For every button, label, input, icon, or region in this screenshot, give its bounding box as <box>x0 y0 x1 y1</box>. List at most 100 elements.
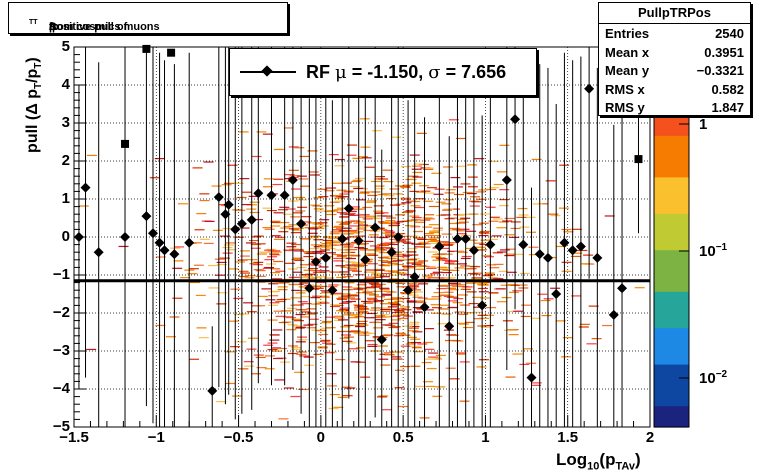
color-scale-cell <box>654 401 689 407</box>
data-point <box>167 48 176 57</box>
legend-label: RF μ = -1.150, σ = 7.656 <box>306 62 507 83</box>
y-tick-label: 5 <box>61 38 70 55</box>
stats-value: 0.582 <box>711 81 744 97</box>
y-tick-label: −5 <box>52 418 70 435</box>
y-tick-label: 4 <box>61 76 70 93</box>
data-point <box>608 309 619 320</box>
color-scale-cell <box>654 380 689 386</box>
color-scale-cell <box>654 177 689 184</box>
color-scale-cell <box>654 375 689 381</box>
data-point <box>147 228 158 239</box>
data-point <box>617 283 628 294</box>
data-point <box>403 285 414 296</box>
chart-title: Positive pull of Δ p T/p T from cosmics mu… <box>29 19 160 33</box>
x-tick-label: −1 <box>147 429 165 446</box>
color-scale-cell <box>654 333 689 340</box>
stats-row: Mean x 0.3951 <box>599 43 750 62</box>
data-point <box>253 188 264 199</box>
color-scale-cell <box>654 151 689 158</box>
data-point <box>223 199 234 210</box>
color-scale-cell <box>654 385 689 392</box>
data-points <box>73 38 644 396</box>
color-scale-cell <box>654 359 689 366</box>
data-point <box>584 83 595 94</box>
color-scale-cell <box>654 271 689 277</box>
data-point <box>551 289 562 299</box>
color-scale-cell <box>654 265 689 272</box>
color-scale-cell <box>654 297 689 303</box>
color-scale-cell <box>654 172 689 178</box>
x-tick-label: 1.5 <box>557 429 579 446</box>
data-point <box>80 182 91 193</box>
data-point <box>575 241 586 252</box>
color-scale-cell <box>654 203 689 210</box>
data-point <box>434 241 445 252</box>
color-scale-cell <box>654 224 689 230</box>
color-scale-cell <box>654 260 689 267</box>
x-tick-label: −0.5 <box>223 429 254 446</box>
color-scale-cell <box>654 193 689 199</box>
z-tick-label: 10−1 <box>699 242 728 260</box>
data-point <box>567 245 578 256</box>
data-point <box>169 249 180 260</box>
axis-ticks <box>73 46 651 428</box>
legend: RF μ = -1.150, σ = 7.656 <box>229 48 537 96</box>
stats-row: Entries 2540 <box>599 24 750 43</box>
color-scale-cell <box>654 120 689 126</box>
color-scale-cell <box>654 161 689 168</box>
stats-key: Mean x <box>605 44 650 60</box>
color-scale-cell <box>654 338 689 345</box>
stats-value: 1.847 <box>711 100 744 115</box>
data-point <box>409 271 420 282</box>
x-tick-label: −1.5 <box>59 429 89 446</box>
color-scale-cell <box>654 421 689 428</box>
color-scale-cell <box>654 219 689 225</box>
color-scale <box>653 114 690 428</box>
color-scale-cell <box>654 323 689 329</box>
data-point <box>236 218 247 229</box>
data-point <box>534 249 545 260</box>
color-scale-cell <box>654 187 689 194</box>
data-point <box>468 245 479 256</box>
data-point <box>592 252 603 263</box>
color-scale-cell <box>654 245 689 251</box>
color-scale-cell <box>654 156 689 163</box>
data-point <box>444 321 455 332</box>
data-point <box>526 372 537 383</box>
color-scale-cell <box>654 416 689 423</box>
color-scale-cell <box>654 276 689 282</box>
color-scale-cell <box>654 182 689 189</box>
data-point <box>310 256 321 267</box>
color-scale-cell <box>654 349 689 355</box>
data-point <box>159 245 170 256</box>
data-point <box>353 235 364 246</box>
x-tick-label: 0.5 <box>392 429 414 446</box>
color-scale-cell <box>654 369 689 376</box>
color-scale-cell <box>654 328 689 334</box>
color-scale-cell <box>654 198 689 204</box>
z-tick-label: 10−2 <box>699 369 728 387</box>
color-scale-cell <box>654 307 689 314</box>
stats-value: −0.3321 <box>696 63 744 78</box>
color-scale-cell <box>654 281 689 288</box>
color-scale-cell <box>654 125 689 132</box>
data-point <box>343 203 354 214</box>
data-point <box>120 232 131 242</box>
color-scale-cell <box>654 255 689 262</box>
data-point <box>559 237 570 248</box>
data-point <box>518 239 529 250</box>
data-point <box>296 218 307 229</box>
stats-key: Entries <box>605 26 650 41</box>
data-point <box>154 237 165 248</box>
data-point <box>304 283 315 294</box>
color-scale-cell <box>654 406 689 412</box>
color-scale-cell <box>654 115 689 121</box>
stats-box: PullpTRPos Entries 2540 Mean x 0.3951 Mean y… <box>598 2 751 116</box>
color-scale-cell <box>654 302 689 308</box>
data-point <box>230 224 241 235</box>
color-scale-cell <box>654 317 689 324</box>
stats-row: RMS x 0.582 <box>599 80 750 99</box>
data-point <box>220 209 231 220</box>
color-scale-cell <box>654 364 689 371</box>
color-scale-cell <box>654 395 689 402</box>
